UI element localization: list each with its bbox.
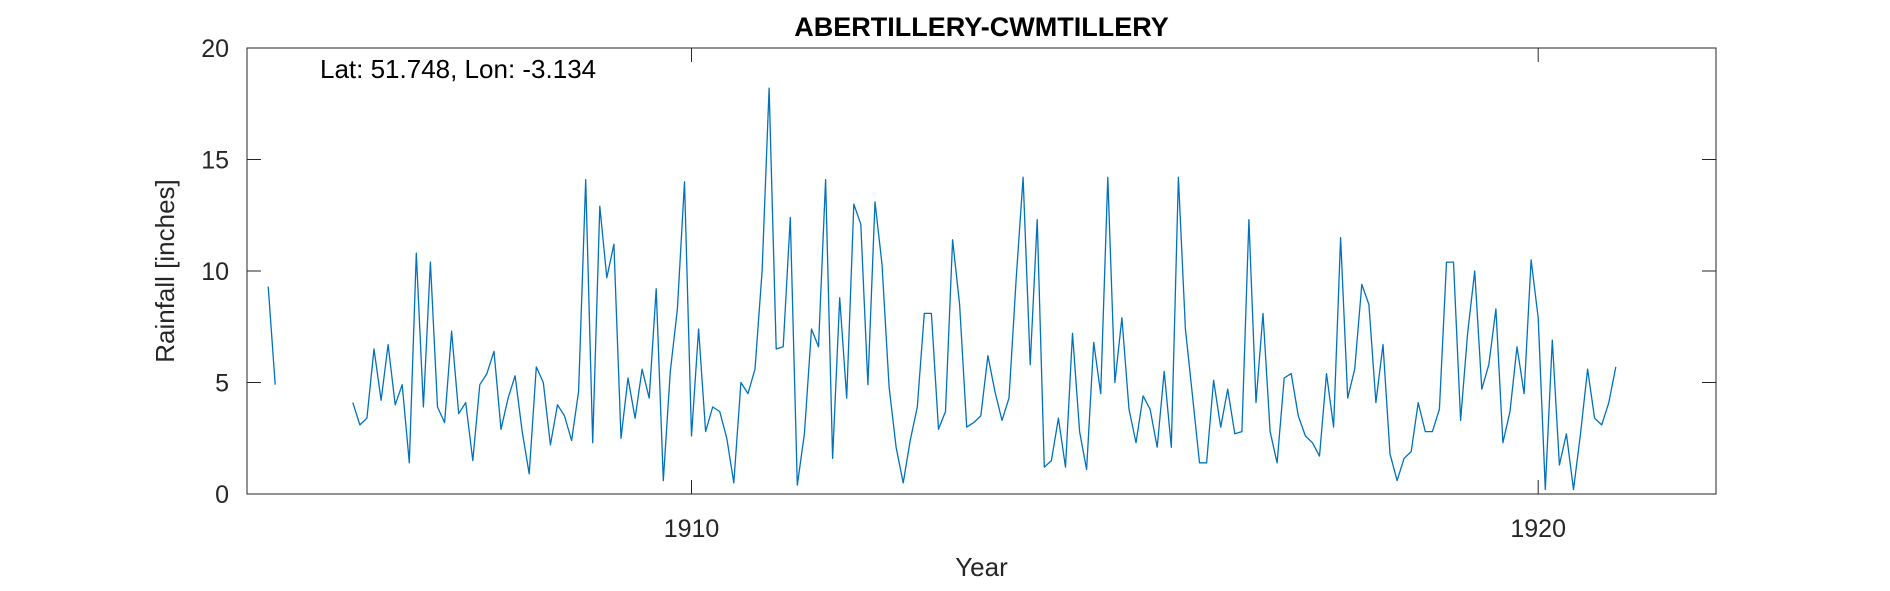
- chart-title: ABERTILLERY-CWMTILLERY: [794, 12, 1168, 42]
- series-line-rainfall: [267, 87, 1617, 491]
- axis-ticks: [247, 47, 1716, 495]
- y-tick-labels: 0 5 10 15 20: [201, 35, 229, 509]
- location-annotation: Lat: 51.748, Lon: -3.134: [320, 54, 596, 84]
- y-tick-label: 10: [201, 258, 229, 286]
- x-tick-label: 1920: [1510, 515, 1566, 543]
- x-tick-labels: 1910 1920: [664, 515, 1566, 543]
- x-tick-label: 1910: [664, 515, 720, 543]
- y-tick-label: 0: [215, 481, 229, 509]
- y-axis-label: Rainfall [inches]: [150, 179, 180, 363]
- y-tick-label: 20: [201, 35, 229, 63]
- y-tick-label: 5: [215, 370, 229, 398]
- plot-area: [246, 47, 1717, 495]
- x-axis-label: Year: [955, 552, 1008, 582]
- y-tick-label: 15: [201, 147, 229, 175]
